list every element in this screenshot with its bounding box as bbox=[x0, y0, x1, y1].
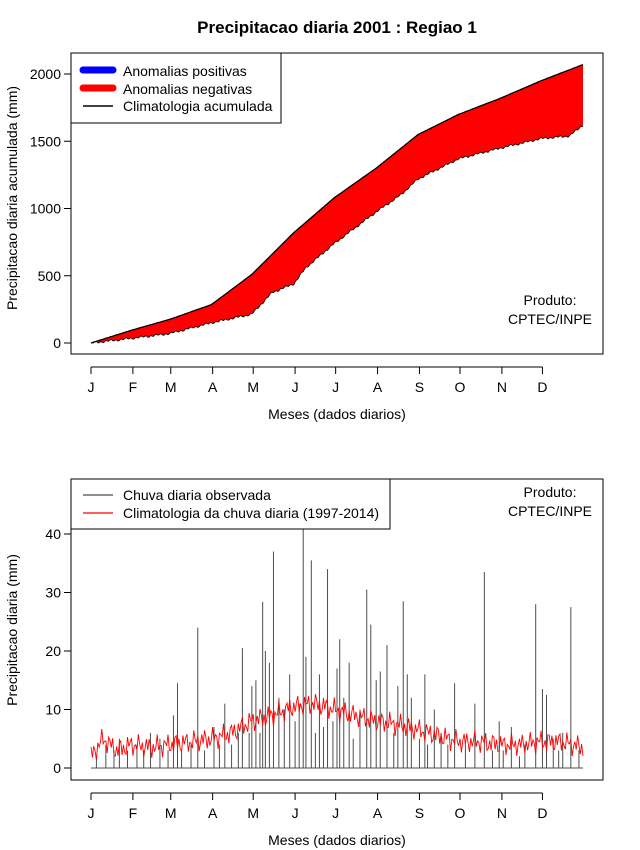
legend-label-positive: Anomalias positivas bbox=[123, 63, 247, 79]
bottom-x-tick-label: J bbox=[332, 805, 339, 821]
top-y-tick-label: 0 bbox=[53, 335, 61, 351]
top-xlabel: Meses (dados diarios) bbox=[268, 406, 406, 422]
top-x-tick-label: S bbox=[415, 379, 424, 395]
bottom-x-tick-label: D bbox=[537, 805, 547, 821]
bottom-legend: Chuva diaria observada Climatologia da c… bbox=[70, 478, 391, 530]
bottom-ylabel: Precipitacao diaria (mm) bbox=[4, 554, 20, 706]
bottom-y-tick-label: 0 bbox=[53, 760, 61, 776]
bottom-xlabel: Meses (dados diarios) bbox=[268, 832, 406, 848]
climatology-daily-line bbox=[90, 694, 584, 760]
top-x-tick-label: O bbox=[455, 379, 466, 395]
top-y-tick-label: 1500 bbox=[30, 133, 61, 149]
top-annotation-line1: Produto: bbox=[524, 292, 577, 308]
bottom-x-tick-label: N bbox=[497, 805, 507, 821]
top-y-tick-label: 1000 bbox=[30, 201, 61, 217]
bottom-x-tick-label: J bbox=[292, 805, 299, 821]
bottom-x-tick-label: J bbox=[88, 805, 95, 821]
top-legend: Anomalias positivas Anomalias negativas … bbox=[70, 52, 282, 124]
bottom-x-tick-label: M bbox=[165, 805, 177, 821]
top-x-tick-label: J bbox=[88, 379, 95, 395]
top-y-tick-label: 500 bbox=[38, 268, 62, 284]
negative-anomaly-area bbox=[91, 64, 583, 343]
bottom-x-tick-label: A bbox=[208, 805, 218, 821]
bottom-legend-box bbox=[70, 478, 391, 530]
bottom-y-tick-label: 10 bbox=[45, 702, 61, 718]
bottom-y-tick-label: 30 bbox=[45, 585, 61, 601]
bottom-x-tick-label: S bbox=[415, 805, 424, 821]
legend-label-climatology-daily: Climatologia da chuva diaria (1997-2014) bbox=[123, 505, 379, 521]
bottom-annotation-line2: CPTEC/INPE bbox=[508, 503, 592, 519]
top-chart: 0 500 1000 1500 2000 J F M A M J J A S O N D Precipitac… bbox=[4, 52, 604, 422]
top-x-tick-label: J bbox=[332, 379, 339, 395]
legend-label-negative: Anomalias negativas bbox=[123, 81, 252, 97]
legend-label-climatology: Climatologia acumulada bbox=[123, 98, 273, 114]
bottom-y-tick-label: 20 bbox=[45, 643, 61, 659]
bottom-plot-content bbox=[90, 522, 584, 769]
bottom-x-tick-label: F bbox=[129, 805, 138, 821]
top-x-tick-label: J bbox=[292, 379, 299, 395]
legend-label-observed: Chuva diaria observada bbox=[123, 487, 271, 503]
observed-cumulative-line bbox=[90, 126, 584, 344]
bottom-annotation-line1: Produto: bbox=[524, 484, 577, 500]
top-y-tick-label: 2000 bbox=[30, 66, 61, 82]
top-x-tick-label: M bbox=[165, 379, 177, 395]
bottom-chart: 0 10 20 30 40 J F M A M J J A S O N D Precipitacao diar… bbox=[4, 478, 604, 848]
bottom-x-tick-label: A bbox=[373, 805, 383, 821]
top-y-axis: 0 500 1000 1500 2000 bbox=[30, 66, 72, 351]
top-x-tick-label: F bbox=[129, 379, 138, 395]
top-x-tick-label: N bbox=[497, 379, 507, 395]
bottom-x-tick-label: O bbox=[455, 805, 466, 821]
top-ylabel: Precipitacao diaria acumulada (mm) bbox=[4, 86, 20, 310]
top-x-tick-label: A bbox=[208, 379, 218, 395]
top-x-tick-label: D bbox=[537, 379, 547, 395]
bottom-y-axis: 0 10 20 30 40 bbox=[45, 526, 72, 776]
bottom-x-tick-label: M bbox=[247, 805, 259, 821]
top-x-tick-label: A bbox=[373, 379, 383, 395]
top-x-tick-label: M bbox=[247, 379, 259, 395]
top-plot-content bbox=[90, 63, 584, 344]
top-annotation-line2: CPTEC/INPE bbox=[508, 311, 592, 327]
bottom-y-tick-label: 40 bbox=[45, 526, 61, 542]
page-title: Precipitacao diaria 2001 : Regiao 1 bbox=[197, 18, 477, 37]
climatology-cumulative-line bbox=[90, 63, 584, 344]
